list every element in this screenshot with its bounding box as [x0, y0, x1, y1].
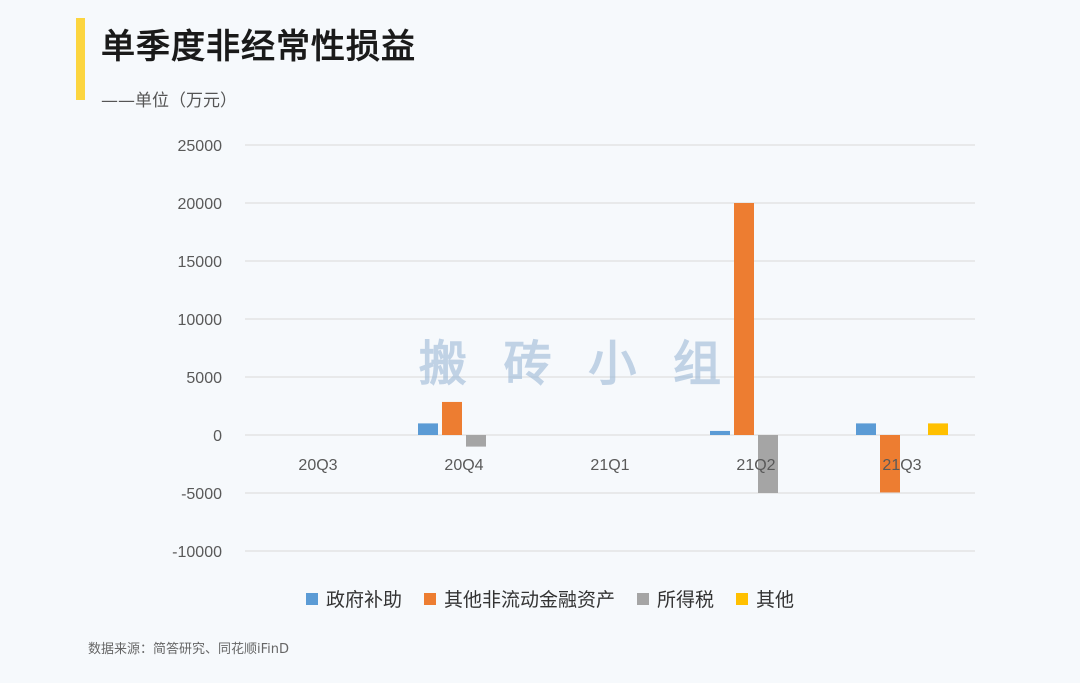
- legend-item: 其他非流动金融资产: [423, 585, 615, 612]
- legend-swatch: [305, 592, 318, 605]
- unit-subtitle: ——单位（万元）: [101, 91, 237, 111]
- legend-label: 所得税: [657, 589, 715, 611]
- x-tick-label: 20Q3: [298, 457, 337, 474]
- y-tick-label: 0: [213, 428, 222, 445]
- y-tick-label: 5000: [186, 370, 222, 387]
- x-tick-label: 21Q2: [736, 457, 775, 474]
- x-tick-label: 21Q1: [590, 457, 629, 474]
- legend-item: 其他: [736, 585, 794, 612]
- legend-swatch: [736, 592, 749, 605]
- title-accent-bar: [76, 18, 85, 100]
- bar-所得税-20Q4: [466, 435, 486, 447]
- bar-政府补助-20Q4: [418, 423, 438, 435]
- bar-政府补助-21Q3: [856, 423, 876, 435]
- legend-swatch: [423, 592, 436, 605]
- y-tick-label: 25000: [178, 138, 223, 155]
- y-tick-label: 10000: [178, 312, 223, 329]
- bar-其他-21Q3: [928, 423, 948, 435]
- y-tick-label: -5000: [181, 486, 222, 503]
- legend-label: 其他非流动金融资产: [443, 589, 615, 611]
- legend-label: 政府补助: [325, 589, 402, 611]
- data-source-footer: 数据来源：简答研究、同花顺iFinD: [88, 642, 290, 657]
- bar-其他非流动金融资产-21Q2: [734, 203, 754, 435]
- bar-政府补助-21Q2: [710, 430, 730, 435]
- y-tick-label: -10000: [172, 544, 222, 561]
- bar-其他非流动金融资产-20Q4: [442, 401, 462, 435]
- legend: 政府补助 其他非流动金融资产 所得税 其他: [0, 585, 1080, 612]
- legend-item: 所得税: [637, 585, 714, 612]
- legend-swatch: [637, 592, 649, 605]
- chart-title: 单季度非经常性损益: [101, 27, 416, 67]
- legend-item: 政府补助: [305, 585, 402, 612]
- y-tick-label: 20000: [178, 196, 223, 213]
- watermark-text: 搬 砖 小 组: [419, 336, 731, 392]
- bar-其他非流动金融资产-21Q3: [880, 435, 900, 493]
- legend-label: 其他: [756, 589, 795, 611]
- bar-所得税-21Q2: [758, 435, 778, 493]
- x-tick-label: 21Q3: [882, 457, 921, 474]
- y-tick-label: 15000: [178, 254, 223, 271]
- x-tick-label: 20Q4: [444, 457, 483, 474]
